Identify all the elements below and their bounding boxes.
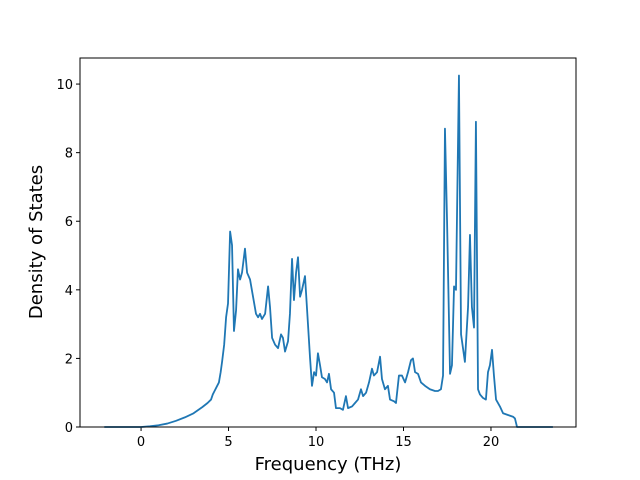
y-tick-label: 2 bbox=[65, 352, 73, 367]
x-tick-label: 20 bbox=[483, 435, 500, 450]
y-tick-label: 10 bbox=[56, 78, 73, 93]
x-tick-label: 10 bbox=[308, 435, 325, 450]
x-tick-label: 0 bbox=[137, 435, 145, 450]
y-tick-label: 6 bbox=[65, 215, 73, 230]
x-tick-label: 15 bbox=[395, 435, 412, 450]
y-tick-label: 8 bbox=[65, 147, 73, 162]
x-axis-label: Frequency (THz) bbox=[255, 454, 402, 475]
y-tick-label: 0 bbox=[65, 421, 73, 436]
y-axis-label: Density of States bbox=[26, 165, 47, 319]
x-tick-label: 5 bbox=[224, 435, 232, 450]
data-line bbox=[104, 74, 553, 428]
y-tick-label: 4 bbox=[65, 284, 73, 299]
plot-frame bbox=[79, 57, 577, 428]
